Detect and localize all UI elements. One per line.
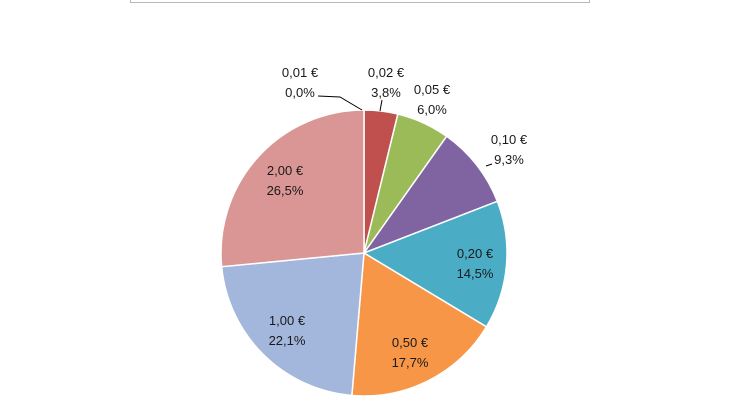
slice-percent-5: 17,7% [392, 355, 429, 370]
leader-line-0 [317, 95, 363, 111]
leader-line-1 [379, 99, 383, 112]
slice-percent-7: 26,5% [267, 183, 304, 198]
slice-percent-4: 14,5% [457, 266, 494, 281]
slice-label-2: 0,05 € [414, 82, 451, 97]
slice-percent-3: 9,3% [494, 152, 524, 167]
chart-frame-edge [130, 0, 590, 3]
pie-slice-6 [220, 252, 365, 397]
slice-percent-1: 3,8% [371, 85, 401, 100]
pie-slice-3 [361, 135, 499, 255]
slice-label-4: 0,20 € [457, 246, 494, 261]
slice-label-5: 0,50 € [392, 335, 429, 350]
pie-slice-4 [362, 200, 508, 328]
slice-label-1: 0,02 € [368, 65, 405, 80]
slice-percent-2: 6,0% [417, 102, 447, 117]
slice-label-7: 2,00 € [267, 163, 304, 178]
slice-percent-0: 0,0% [285, 85, 315, 100]
slice-label-6: 1,00 € [269, 313, 306, 328]
pie-slice-7 [220, 109, 365, 268]
leader-line-3 [485, 163, 493, 167]
pie-slice-5 [351, 251, 488, 397]
slice-label-3: 0,10 € [491, 132, 528, 147]
slice-label-0: 0,01 € [282, 65, 319, 80]
slice-percent-6: 22,1% [269, 333, 306, 348]
